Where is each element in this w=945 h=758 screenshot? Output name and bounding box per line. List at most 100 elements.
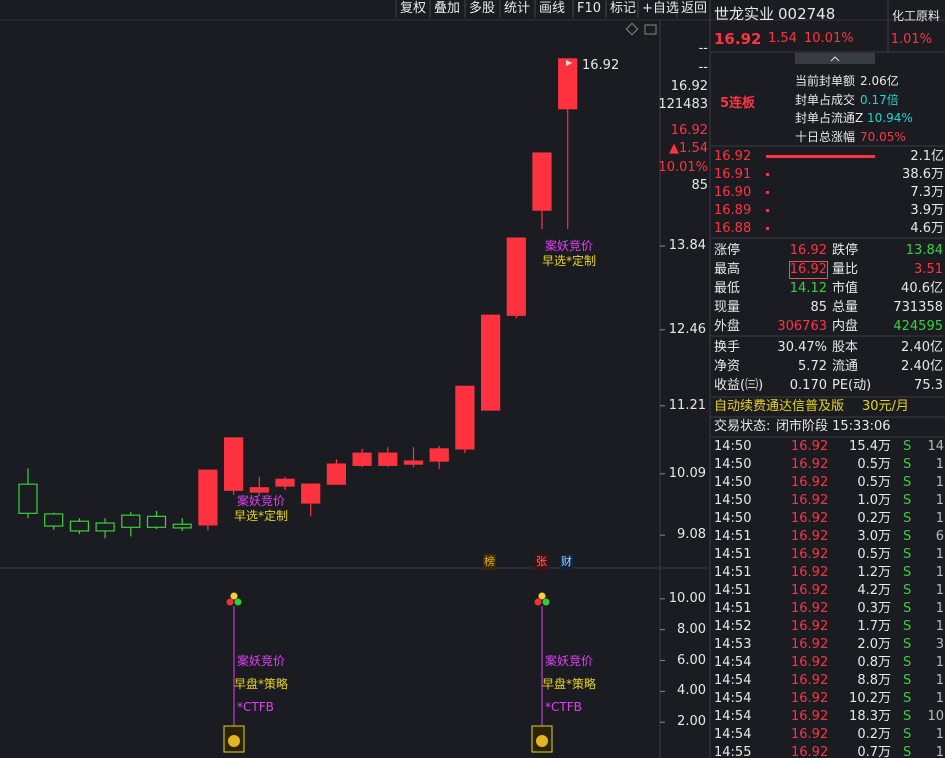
- tick-time: 14:54: [714, 727, 752, 742]
- book-price: 16.90: [714, 185, 752, 200]
- tick-volume: 4.2万: [857, 583, 891, 598]
- tick-price: 16.92: [791, 709, 829, 724]
- tick-volume: 8.8万: [857, 673, 891, 688]
- candle-body: [95, 522, 115, 532]
- book-volume: 2.1亿: [910, 149, 944, 164]
- stat-label: 最低: [714, 281, 741, 296]
- tick-count: 3: [935, 637, 944, 652]
- high-flag: [566, 60, 572, 66]
- stat-value: 85: [810, 300, 827, 315]
- tick-count: 1: [935, 619, 944, 634]
- diamond-icon[interactable]: [625, 22, 639, 36]
- signal-icon: [234, 598, 242, 606]
- candle-body: [224, 437, 244, 491]
- window-icon[interactable]: [644, 24, 657, 35]
- stat-value: 3.51: [914, 262, 943, 277]
- tick-volume: 0.7万: [857, 745, 891, 758]
- seal-value: 70.05%: [860, 129, 906, 144]
- toolbar-button[interactable]: +自选: [642, 1, 679, 16]
- bag-icon: [536, 735, 548, 747]
- toolbar-button[interactable]: 标记: [610, 1, 637, 16]
- collapse-icon: [830, 56, 840, 62]
- sector: 化工原料: [892, 9, 941, 23]
- stat-value: 731358: [893, 300, 943, 315]
- tick-count: 1: [935, 655, 944, 670]
- streak: 5连板: [720, 96, 756, 111]
- tick-time: 14:51: [714, 529, 752, 544]
- book-bar: [766, 155, 875, 158]
- collapse-button[interactable]: [795, 53, 875, 64]
- status: 闭市阶段 15:33:06: [776, 419, 891, 434]
- tick-side: S: [903, 619, 912, 634]
- y-tick-label: 8.00: [677, 621, 706, 637]
- stat-label: PE(动): [832, 378, 872, 393]
- signal-text: *CTFB: [237, 700, 274, 714]
- tick-price: 16.92: [791, 727, 829, 742]
- tick-volume: 3.0万: [857, 529, 891, 544]
- tick-volume: 0.5万: [857, 475, 891, 490]
- seal-value: 10.94%: [867, 111, 913, 125]
- signal-icon: [542, 598, 550, 606]
- toolbar-button[interactable]: 画线: [539, 1, 566, 16]
- seal-label: 当前封单额: [795, 74, 856, 88]
- axis-info: 10.01%: [658, 160, 708, 175]
- sector-change: 1.01%: [890, 32, 932, 47]
- tick-count: 1: [935, 727, 944, 742]
- book-volume: 3.9万: [910, 203, 944, 218]
- badge: 榜: [483, 554, 496, 570]
- toolbar-button[interactable]: 返回: [681, 1, 708, 16]
- status-label: 交易状态:: [714, 419, 771, 434]
- tick-side: S: [903, 511, 912, 526]
- tick-side: S: [903, 745, 912, 758]
- toolbar-button[interactable]: 叠加: [434, 1, 461, 16]
- seal-value: 2.06亿: [860, 74, 899, 88]
- tick-side: S: [903, 493, 912, 508]
- seal-label: 封单占成交: [795, 92, 856, 107]
- book-price: 16.91: [714, 167, 752, 182]
- seal-label: 十日总涨幅: [795, 129, 856, 144]
- toolbar-button[interactable]: 多股: [469, 1, 496, 16]
- tick-volume: 2.0万: [857, 637, 891, 652]
- toolbar-button[interactable]: F10: [577, 1, 602, 16]
- candle-body: [506, 237, 526, 316]
- tick-side: S: [903, 601, 912, 616]
- axis-info: --: [698, 60, 708, 75]
- tick-count: 1: [935, 493, 944, 508]
- stat-value: 5.72: [798, 359, 827, 374]
- y-tick-label: 10.00: [668, 590, 706, 606]
- seal-value: 0.17倍: [860, 92, 899, 107]
- tick-side: S: [903, 457, 912, 472]
- tick-side: S: [903, 547, 912, 562]
- tick-time: 14:54: [714, 709, 752, 724]
- candle-body: [69, 520, 90, 532]
- tick-count: 1: [935, 745, 944, 758]
- tick-volume: 0.2万: [857, 727, 891, 742]
- book-volume: 7.3万: [910, 185, 944, 200]
- book-bar: [766, 227, 769, 230]
- axis-info: 16.92: [670, 79, 708, 94]
- tick-time: 14:50: [714, 457, 752, 472]
- ad-price[interactable]: 30元/月: [862, 399, 909, 414]
- signal-icon: [534, 598, 542, 606]
- signal-text: 案妖竞价: [237, 654, 286, 668]
- stat-label: 总量: [832, 300, 859, 315]
- candle-body: [172, 523, 192, 529]
- tick-side: S: [903, 727, 912, 742]
- toolbar-button[interactable]: 复权: [400, 1, 427, 16]
- signal-text: 早盘*策略: [234, 677, 289, 691]
- tick-count: 6: [935, 529, 944, 544]
- stat-label: 最高: [714, 262, 741, 277]
- axis-info: 121483: [658, 97, 708, 112]
- tick-price: 16.92: [791, 475, 829, 490]
- tick-count: 1: [935, 511, 944, 526]
- toolbar-button[interactable]: 统计: [504, 1, 531, 16]
- ad[interactable]: 自动续费通达信普及版: [714, 399, 845, 414]
- stock-name: 世龙实业: [714, 5, 775, 23]
- candle-body: [403, 460, 424, 465]
- y-tick-label: 12.46: [668, 321, 706, 337]
- book-bar: [766, 173, 769, 176]
- candle-body: [455, 385, 475, 450]
- y-tick-label: 13.84: [668, 238, 706, 253]
- stat-label: 流通: [832, 359, 859, 374]
- tick-price: 16.92: [791, 511, 829, 526]
